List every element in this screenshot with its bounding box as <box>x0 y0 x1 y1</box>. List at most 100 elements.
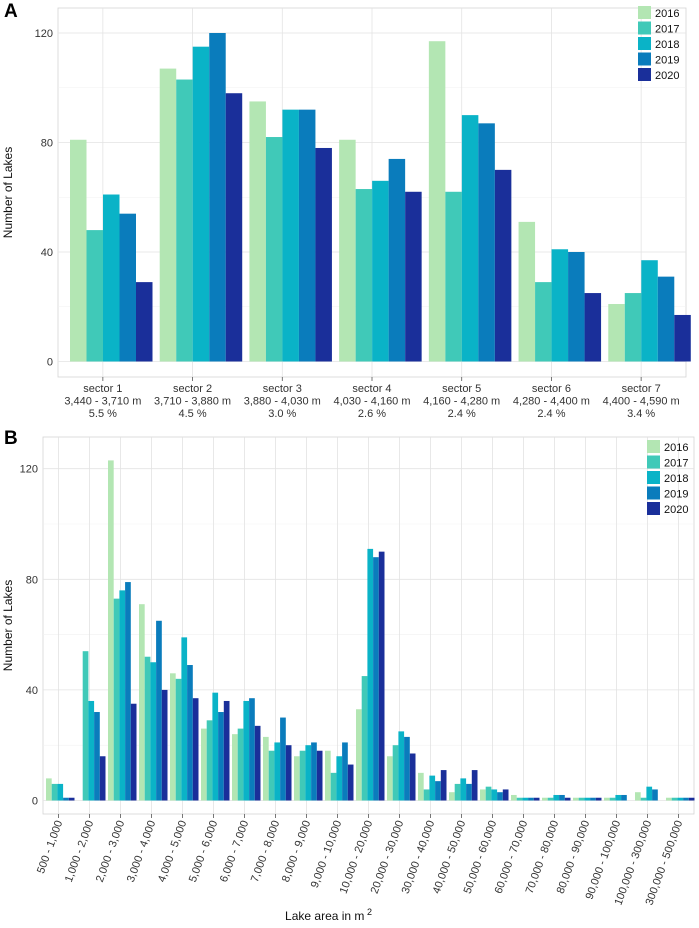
chart-b-bar-2018-17 <box>584 797 591 801</box>
chart-a-legend-swatch-2017 <box>638 21 651 35</box>
chart-b-bar-2020-8 <box>316 750 323 801</box>
chart-b-bar-2018-10 <box>367 548 374 801</box>
chart-b-bar-2020-5 <box>223 700 230 801</box>
chart-a-bar-2017-0 <box>86 230 103 362</box>
chart-b-x-tick-label: 500 - 1,000 <box>35 819 65 875</box>
chart-b-bar-2017-15 <box>516 797 523 801</box>
chart-b-y-tick-label: 120 <box>20 464 38 476</box>
chart-a-legend-swatch-2018 <box>638 37 651 50</box>
chart-b-bar-2016-17 <box>573 797 579 801</box>
chart-b-bar-2019-7 <box>280 717 286 801</box>
chart-b-bar-2019-8 <box>311 742 317 801</box>
chart-a-legend-label-2020: 2020 <box>655 70 679 82</box>
chart-b-bar-2016-8 <box>294 756 300 801</box>
chart-b-bar-2018-16 <box>553 794 560 801</box>
chart-b-x-tick-label: 2,000 - 3,000 <box>94 819 127 884</box>
chart-b-bar-2020-14 <box>502 789 509 801</box>
chart-a-bar-2016-0 <box>70 139 87 362</box>
chart-b-bar-2018-13 <box>460 778 467 801</box>
chart-b-bar-2016-11 <box>387 756 393 801</box>
chart-b-bar-2019-20 <box>683 797 689 801</box>
chart-a-legend-label-2019: 2019 <box>655 55 679 67</box>
chart-a-x-tick-label: 3.4 % <box>627 408 655 420</box>
chart-b-bar-2017-0 <box>51 783 58 801</box>
chart-b-bar-2018-6 <box>243 700 250 801</box>
chart-b-bar-2017-4 <box>175 678 182 801</box>
chart-b-legend-label-2019: 2019 <box>664 489 688 501</box>
chart-b-x-tick-label: 9,000 - 10,000 <box>309 819 345 890</box>
chart-b-bar-2016-13 <box>449 792 455 801</box>
chart-a-x-tick-label: sector 5 <box>442 383 481 395</box>
chart-b-bar-2016-0 <box>46 778 52 801</box>
chart-a-bar-2016-5 <box>518 221 536 362</box>
chart-a-bar-2016-4 <box>428 41 446 362</box>
chart-b-y-tick-label: 40 <box>26 685 38 697</box>
chart-b-bar-2019-19 <box>652 789 658 801</box>
chart-b-x-tick-label: 60,000 - 70,000 <box>493 819 531 896</box>
chart-b-bar-2020-9 <box>347 764 354 801</box>
chart-b-bar-2019-2 <box>125 582 131 801</box>
chart-a-y-tick-label: 0 <box>47 357 53 369</box>
chart-b-bar-2017-20 <box>671 797 678 801</box>
chart-b-bar-2019-6 <box>249 698 255 801</box>
chart-a-legend-label-2018: 2018 <box>655 39 679 51</box>
chart-b-bar-2020-10 <box>378 551 385 801</box>
chart-a-legend-label-2017: 2017 <box>655 24 679 36</box>
chart-a-legend: 2016 2017 2018 2019 2020 <box>638 6 679 82</box>
chart-b-bar-2017-13 <box>454 783 461 801</box>
chart-b-bar-2018-5 <box>212 692 219 801</box>
chart-a-bar-2018-6 <box>641 260 658 362</box>
chart-b-bar-2020-4 <box>192 698 199 801</box>
chart-b-bar-2020-7 <box>285 745 292 801</box>
chart-a-x-tick-label: 4,030 - 4,160 m <box>333 396 410 408</box>
chart-b-bar-2019-15 <box>528 797 534 801</box>
chart-a-bar-2019-2 <box>298 109 316 362</box>
chart-a-x-tick-label: sector 1 <box>83 383 122 395</box>
chart-a-x-tick-label: 4,280 - 4,400 m <box>513 396 590 408</box>
chart-b-bar-2017-12 <box>423 789 430 801</box>
chart-a-bar-2019-1 <box>209 33 226 362</box>
chart-b-y-axis-title: Number of Lakes <box>1 580 15 671</box>
chart-b-bar-2017-16 <box>547 797 554 801</box>
chart-b-bar-2016-4 <box>170 673 176 801</box>
chart-b-bar-2018-18 <box>615 794 622 801</box>
chart-a-bar-2017-1 <box>176 79 193 362</box>
chart-b-bar-2017-6 <box>237 728 244 801</box>
chart-b-y-tick-label: 80 <box>26 574 38 586</box>
chart-b-x-tick-label: 4,000 - 5,000 <box>156 819 189 884</box>
chart-b-bar-2019-11 <box>404 736 410 801</box>
chart-b-bar-2019-9 <box>342 742 348 801</box>
chart-b-x-tick-label: 20,000 - 30,000 <box>369 819 407 896</box>
chart-b-bar-2018-7 <box>274 742 281 801</box>
chart-a-bar-2020-4 <box>494 169 512 362</box>
chart-b-x-tick-label: 3,000 - 4,000 <box>125 819 158 884</box>
chart-b-bar-2020-0 <box>68 797 75 801</box>
chart-a-bar-2019-3 <box>388 158 406 362</box>
chart-b-bar-2017-17 <box>578 797 585 801</box>
chart-b-bar-2017-1 <box>82 651 89 801</box>
chart-b-x-tick-label: 5,000 - 6,000 <box>187 819 220 884</box>
panel-a-letter: A <box>4 1 18 22</box>
chart-b-bar-2019-10 <box>373 557 379 801</box>
chart-b-bar-2019-14 <box>497 792 503 801</box>
chart-b-bar-2020-6 <box>254 725 261 801</box>
chart-b-bar-2019-3 <box>156 620 162 801</box>
chart-b-bar-2016-18 <box>604 797 610 801</box>
chart-a-y-axis-title: Number of Lakes <box>1 147 15 238</box>
chart-a-bar-2018-4 <box>461 115 479 362</box>
chart-b-bar-2018-9 <box>336 756 343 801</box>
chart-b-bar-2017-14 <box>485 786 492 801</box>
chart-b-bar-2019-12 <box>435 781 441 801</box>
chart-b-bar-2020-3 <box>161 689 168 801</box>
chart-a-bar-2017-4 <box>445 191 462 362</box>
chart-a-bar-2018-0 <box>103 194 120 362</box>
chart-b-bar-2018-0 <box>57 783 64 801</box>
chart-a-bar-2020-1 <box>225 93 243 362</box>
chart-b-x-tick-label: 80,000 - 90,000 <box>555 819 593 896</box>
chart-b-bar-2016-12 <box>418 772 424 801</box>
chart-a-legend-swatch-2020 <box>638 68 651 81</box>
chart-b-x-tick-label: 40,000 - 50,000 <box>431 819 469 896</box>
chart-b-x-tick-label: 30,000 - 40,000 <box>400 819 438 896</box>
chart-a-bar-2020-6 <box>674 314 691 362</box>
